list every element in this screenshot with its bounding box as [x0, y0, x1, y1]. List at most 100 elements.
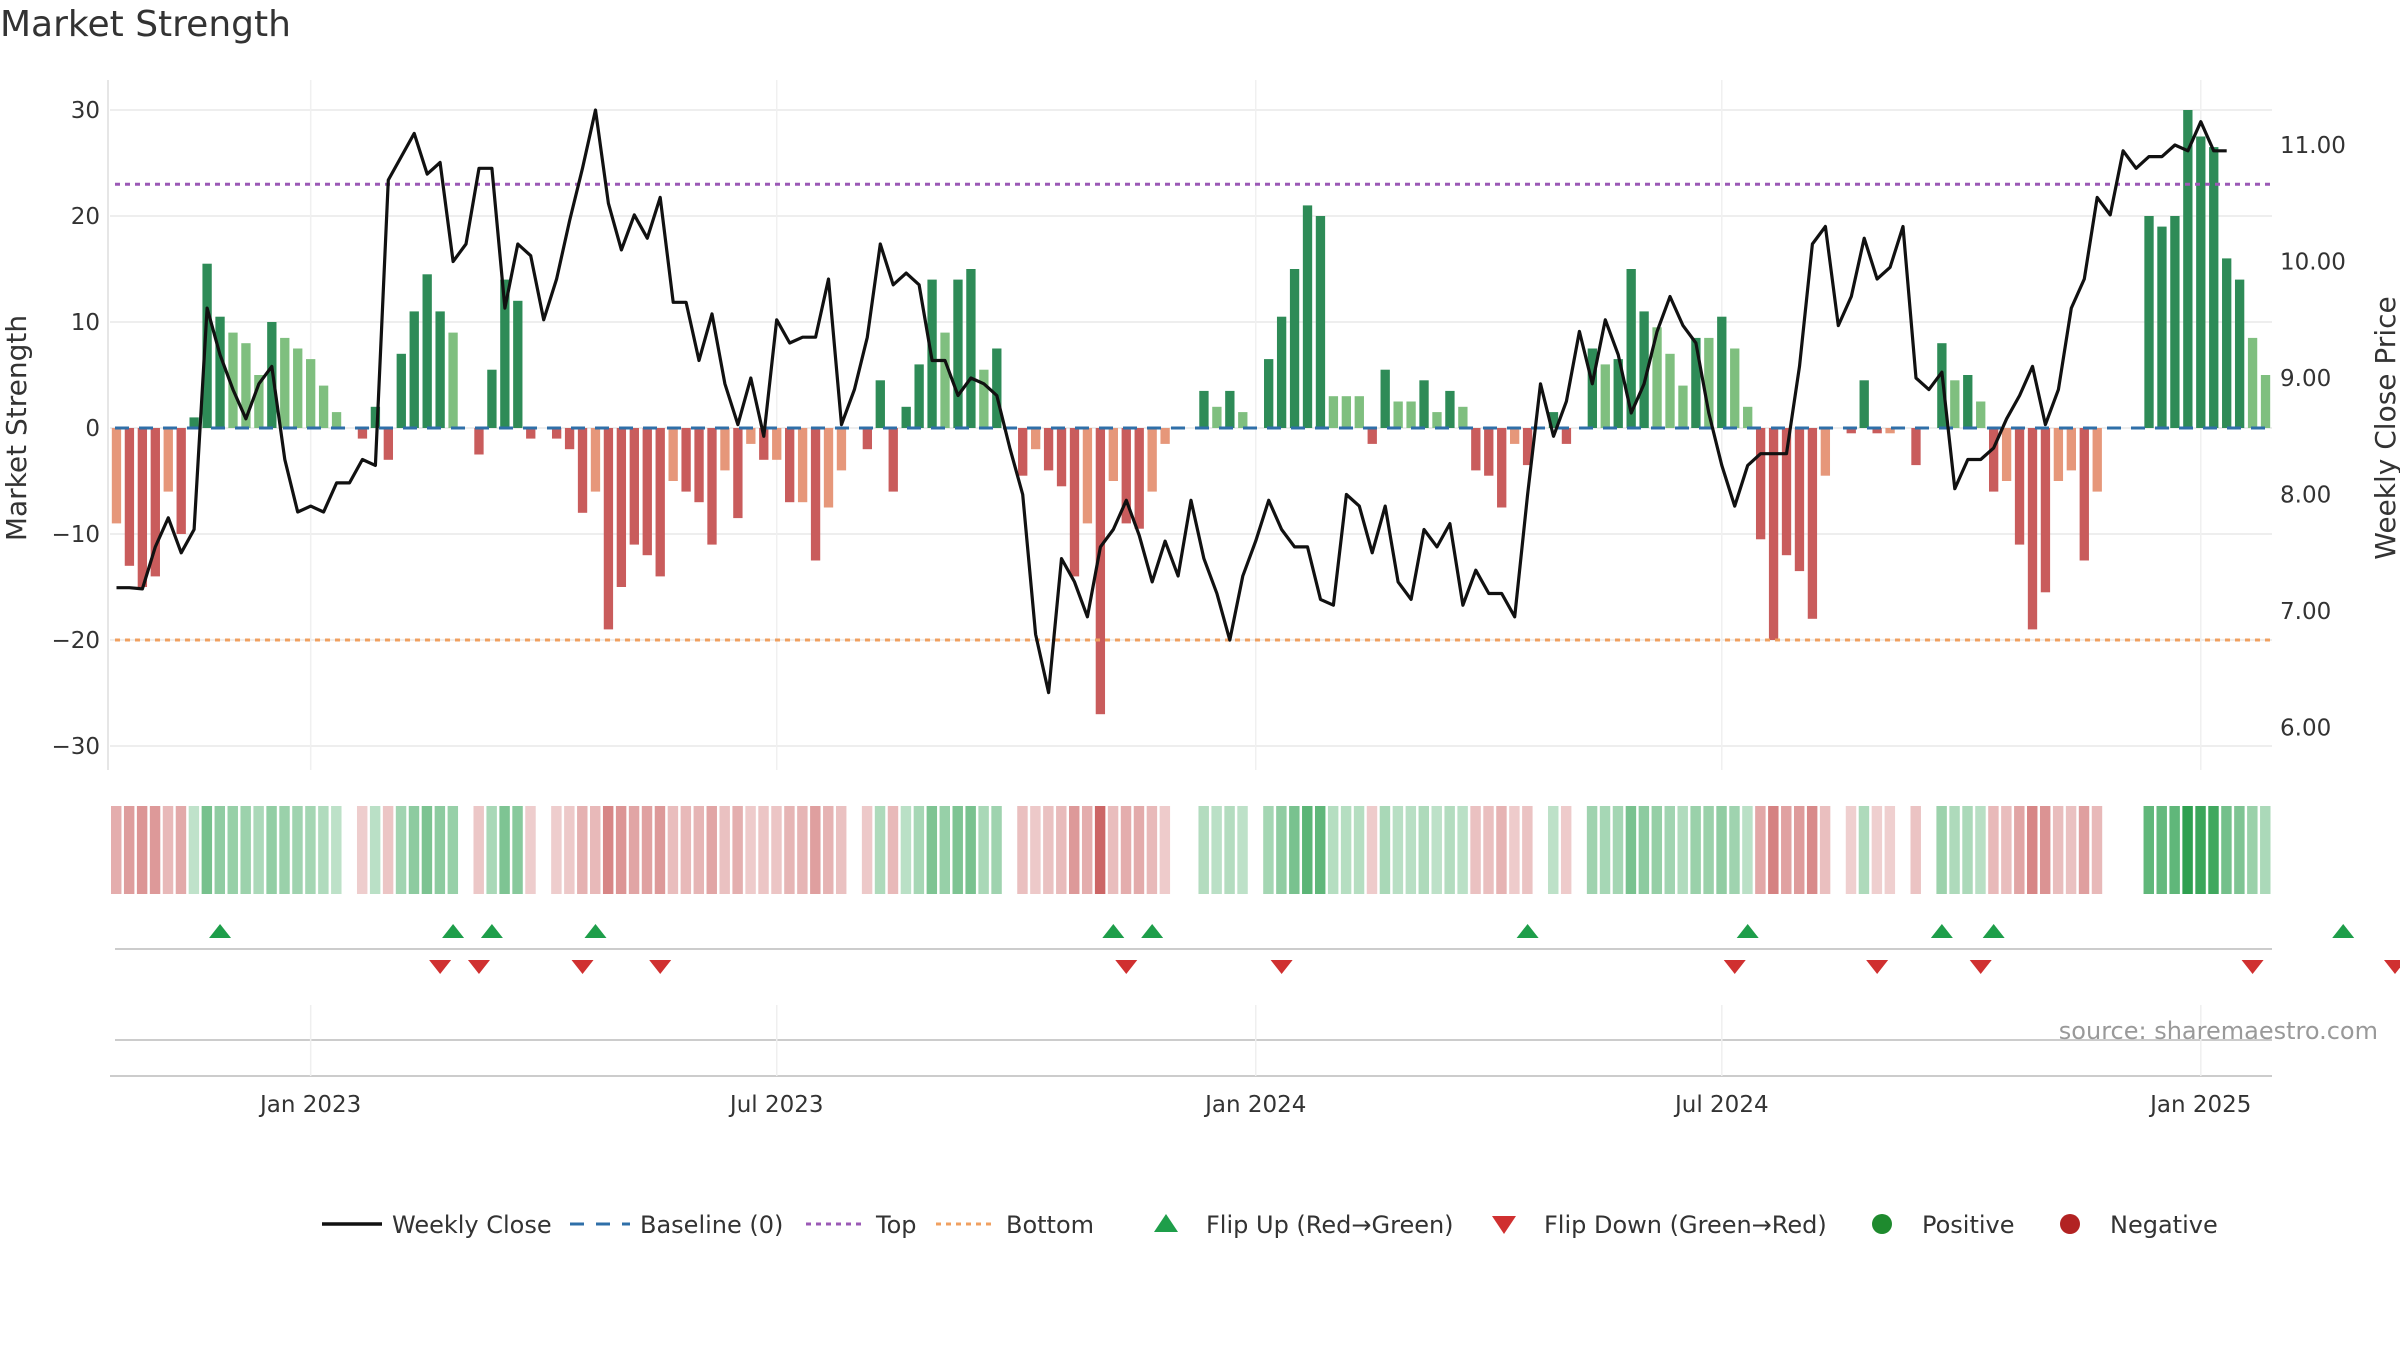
strength-bar: [953, 279, 963, 428]
strength-bar: [2014, 428, 2025, 545]
heat-cell: [1483, 806, 1494, 894]
heat-cell: [887, 806, 899, 894]
flip-up-marker: [2332, 924, 2355, 938]
heat-cell: [1327, 806, 1339, 894]
strength-bar: [1691, 337, 1701, 428]
strength-bar: [1807, 428, 1818, 619]
heat-cell: [1081, 806, 1093, 894]
legend-label: Flip Up (Red→Green): [1206, 1211, 1454, 1239]
flip-down-marker: [571, 960, 594, 974]
strength-bar: [137, 428, 148, 587]
heat-cell: [111, 806, 122, 894]
strength-bar: [1471, 428, 1481, 471]
legend-label: Flip Down (Green→Red): [1544, 1211, 1827, 1239]
strength-bar: [1587, 348, 1597, 428]
strength-bar: [1354, 396, 1364, 428]
strength-bar: [293, 348, 303, 428]
heat-cell: [421, 806, 433, 894]
heat-cell: [499, 806, 510, 894]
flip-up-marker: [1736, 924, 1759, 938]
strength-bar: [1445, 390, 1455, 428]
flip-down-marker: [2241, 960, 2264, 974]
heat-cell: [1677, 806, 1688, 894]
heat-cell: [745, 806, 756, 894]
strength-bar: [163, 428, 173, 492]
strength-bar: [1380, 369, 1390, 428]
strength-bar: [1289, 269, 1300, 428]
heat-cell: [1832, 806, 1844, 894]
heat-cell: [1962, 806, 1973, 894]
y-axis-right: 11.00 10.00 9.00 8.00 7.00 6.00: [2280, 133, 2346, 742]
strength-bar: [1704, 337, 1714, 428]
heat-cell: [1936, 806, 1947, 894]
strength-bar: [733, 428, 743, 519]
strength-bar: [966, 269, 976, 428]
heat-cell: [577, 806, 588, 894]
strength-bar: [1678, 385, 1688, 428]
flip-down-marker: [1723, 960, 1746, 974]
strength-bar: [1367, 428, 1377, 444]
heat-cell: [1793, 806, 1805, 894]
strength-bar: [1781, 428, 1792, 556]
y2-tick-label: 8.00: [2280, 483, 2331, 509]
strength-bar: [1108, 428, 1118, 481]
heat-cell: [1858, 806, 1870, 894]
strength-bar: [1341, 396, 1352, 428]
strength-bar: [1056, 428, 1067, 487]
heat-cell: [1573, 806, 1585, 894]
strength-bar: [435, 311, 445, 428]
source-credit: source: sharemaestro.com: [2059, 1017, 2378, 1045]
heat-cell: [1146, 806, 1158, 894]
heat-cell: [1923, 806, 1934, 894]
y2-tick-label: 6.00: [2280, 716, 2331, 742]
strength-bar: [150, 428, 160, 577]
heat-cell: [628, 806, 640, 894]
heat-cell: [2260, 806, 2271, 894]
strength-bar: [357, 428, 368, 439]
strength-bar: [1859, 380, 1869, 428]
strength-bar: [1393, 401, 1403, 428]
strength-bar: [1911, 428, 1921, 466]
strength-bar: [111, 428, 122, 524]
strength-bar: [810, 428, 821, 561]
legend-label: Weekly Close: [392, 1211, 552, 1239]
heat-cell: [2039, 806, 2051, 894]
flip-markers: [115, 924, 2400, 974]
strength-bar: [1484, 428, 1494, 476]
heat-cell: [1638, 806, 1650, 894]
heat-cell: [1340, 806, 1352, 894]
legend-item: Negative: [2060, 1211, 2218, 1239]
heat-cell: [136, 806, 148, 894]
heat-cell: [1560, 806, 1572, 894]
strength-bar: [2196, 136, 2206, 428]
heat-cell: [1612, 806, 1624, 894]
weekly-close-line: [116, 108, 2227, 695]
heat-cell: [1198, 806, 1209, 894]
strength-bar: [577, 428, 588, 513]
strength-bar: [2040, 428, 2051, 593]
heat-cell: [667, 806, 679, 894]
heat-cell: [2234, 806, 2245, 894]
strength-bar: [2027, 428, 2038, 630]
legend-item: Weekly Close: [322, 1211, 552, 1239]
strength-bar: [862, 428, 873, 450]
strength-bar: [1988, 428, 1999, 492]
strength-bar: [2157, 226, 2167, 428]
heat-cell: [2143, 806, 2154, 894]
strength-bar: [1768, 428, 1779, 640]
strength-bar: [629, 428, 639, 545]
strength-bar: [2170, 216, 2180, 428]
heat-cell: [1457, 806, 1468, 894]
heat-cell: [525, 806, 536, 894]
strength-bar: [1820, 428, 1831, 476]
strength-bar: [2209, 147, 2219, 428]
strength-bar: [1639, 311, 1649, 428]
strength-bar: [551, 428, 562, 439]
strength-bar: [1043, 428, 1054, 471]
strength-bar: [1406, 401, 1416, 428]
heat-cell: [292, 806, 303, 894]
strength-bar: [1497, 428, 1507, 508]
heat-cell: [732, 806, 743, 894]
strength-bar: [409, 311, 419, 428]
strength-bar: [694, 428, 704, 503]
